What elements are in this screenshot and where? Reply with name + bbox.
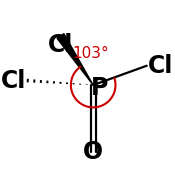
Text: 103°: 103° [72, 46, 108, 61]
Text: Cl: Cl [148, 54, 174, 78]
Text: Cl: Cl [48, 33, 73, 57]
Text: O: O [83, 140, 103, 164]
Text: P: P [90, 76, 108, 100]
Polygon shape [57, 34, 93, 85]
Text: Cl: Cl [1, 69, 26, 93]
